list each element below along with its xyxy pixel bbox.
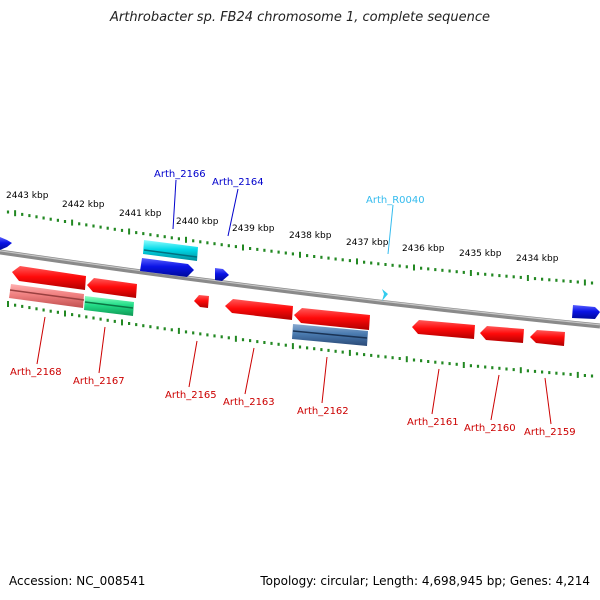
leader-line: [544, 377, 552, 425]
chromosome-backbone-highlight: [0, 250, 600, 326]
kbp-label: 2440 kbp: [176, 217, 219, 227]
leader-line: [36, 316, 46, 365]
gene-arrow-arth-2159[interactable]: [530, 330, 565, 346]
gene-arrow-arth-2164[interactable]: [215, 268, 229, 281]
kbp-labels: 2443 kbp 2442 kbp 2441 kbp 2440 kbp 2439…: [6, 191, 559, 264]
leader-line: [227, 188, 239, 237]
kbp-label: 2435 kbp: [459, 249, 502, 259]
gene-label-arth-2162[interactable]: Arth_2162: [297, 406, 349, 417]
gene-arrow-arth-2168-pseudo[interactable]: [9, 284, 84, 308]
gene-label-arth-2166[interactable]: Arth_2166: [154, 169, 206, 180]
trna-arth-r0040[interactable]: [382, 289, 388, 301]
kbp-label: 2437 kbp: [346, 238, 389, 248]
gene-label-arth-2164[interactable]: Arth_2164: [212, 177, 264, 188]
chromosome-backbone: [0, 249, 600, 329]
kbp-label: 2434 kbp: [516, 254, 559, 264]
pseudo-stripe: [9, 289, 85, 301]
gene-arrow-arth-2166[interactable]: [140, 258, 194, 277]
tick-row-top: [6, 210, 594, 286]
gene-arrow-left-edge[interactable]: [0, 237, 12, 250]
bottom-gene-labels: Arth_2168 Arth_2167 Arth_2165 Arth_2163 …: [10, 316, 576, 438]
kbp-label: 2443 kbp: [6, 191, 49, 201]
gene-arrow-arth-2163[interactable]: [225, 299, 293, 320]
reverse-features: [9, 266, 565, 346]
kbp-label: 2436 kbp: [402, 244, 445, 254]
gene-arrow-arth-2167-green[interactable]: [84, 296, 134, 316]
accession-text: Accession: NC_008541: [9, 574, 146, 588]
top-gene-labels: Arth_2166 Arth_2164 Arth_R0040: [154, 169, 425, 255]
gene-label-arth-2161[interactable]: Arth_2161: [407, 417, 459, 428]
gene-arrow-arth-2162[interactable]: [294, 308, 370, 330]
topology-summary: Topology: circular; Length: 4,698,945 bp…: [260, 574, 590, 588]
green-stripe: [84, 301, 134, 309]
kbp-label: 2438 kbp: [289, 231, 332, 241]
leader-line: [490, 374, 500, 421]
gene-label-arth-2167[interactable]: Arth_2167: [73, 376, 125, 387]
gene-arrow-arth-2168[interactable]: [12, 266, 86, 290]
gene-label-arth-2160[interactable]: Arth_2160: [464, 423, 516, 434]
leader-line: [387, 204, 394, 255]
kbp-label: 2439 kbp: [232, 224, 275, 234]
gene-label-arth-2163[interactable]: Arth_2163: [223, 397, 275, 408]
gene-arrow-arth-2165[interactable]: [194, 295, 209, 308]
leader-line: [244, 347, 255, 395]
steel-stripe: [292, 330, 368, 339]
gene-arrow-arth-2161[interactable]: [412, 320, 475, 339]
gene-arrow-arth-2167[interactable]: [87, 278, 137, 298]
leader-line: [431, 368, 440, 415]
leader-line: [321, 356, 328, 404]
rrna-stripe: [143, 249, 198, 258]
leader-line: [188, 340, 198, 388]
gene-label-arth-2159[interactable]: Arth_2159: [524, 427, 576, 438]
gene-label-arth-r0040[interactable]: Arth_R0040: [366, 195, 425, 206]
leader-line: [98, 326, 106, 374]
map-title: Arthrobacter sp. FB24 chromosome 1, comp…: [109, 10, 491, 25]
gene-label-arth-2168[interactable]: Arth_2168: [10, 367, 62, 378]
gene-label-arth-2165[interactable]: Arth_2165: [165, 390, 217, 401]
gene-arrow-right-edge[interactable]: [572, 305, 600, 319]
gene-arrow-arth-2160[interactable]: [480, 326, 524, 343]
leader-line: [172, 179, 177, 230]
forward-features: [0, 237, 600, 319]
kbp-label: 2442 kbp: [62, 200, 105, 210]
kbp-label: 2441 kbp: [119, 209, 162, 219]
tick-row-bottom: [7, 301, 594, 378]
